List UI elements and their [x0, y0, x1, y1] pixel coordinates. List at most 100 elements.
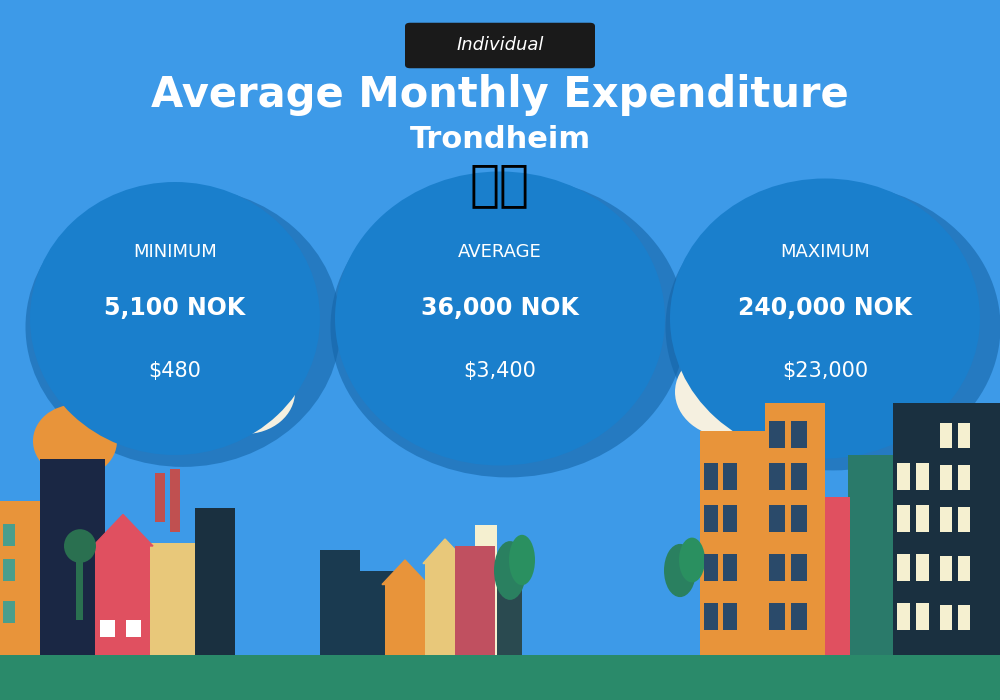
Bar	[935, 402, 1000, 654]
Bar	[95, 546, 150, 654]
Ellipse shape	[675, 346, 785, 438]
Bar	[150, 542, 205, 654]
Text: $3,400: $3,400	[464, 361, 536, 381]
Bar	[40, 458, 105, 654]
Text: Individual: Individual	[456, 36, 544, 55]
Bar	[723, 603, 737, 630]
Bar	[940, 507, 952, 532]
Bar	[791, 554, 807, 581]
Ellipse shape	[145, 354, 255, 444]
Bar	[897, 554, 910, 581]
Bar	[940, 605, 952, 630]
Bar	[0, 654, 1000, 700]
Bar	[916, 505, 929, 532]
Ellipse shape	[509, 535, 535, 585]
Ellipse shape	[330, 176, 686, 477]
Bar	[704, 463, 718, 490]
Text: MAXIMUM: MAXIMUM	[780, 243, 870, 261]
Bar	[195, 508, 235, 654]
Bar	[360, 570, 395, 655]
Text: Trondheim: Trondheim	[409, 125, 591, 155]
Ellipse shape	[670, 178, 980, 458]
Bar	[385, 584, 425, 654]
Text: Average Monthly Expenditure: Average Monthly Expenditure	[151, 74, 849, 116]
Bar	[940, 465, 952, 490]
FancyBboxPatch shape	[405, 22, 595, 69]
Ellipse shape	[690, 326, 820, 430]
Bar	[940, 556, 952, 581]
Bar	[791, 505, 807, 532]
Bar	[897, 505, 910, 532]
Bar	[3, 601, 15, 623]
Text: $23,000: $23,000	[782, 361, 868, 381]
Bar	[769, 603, 785, 630]
Bar	[425, 564, 465, 654]
Ellipse shape	[33, 405, 117, 477]
Bar	[769, 463, 785, 490]
Ellipse shape	[30, 182, 320, 455]
Bar	[791, 463, 807, 490]
Text: $480: $480	[149, 361, 201, 381]
Bar	[769, 421, 785, 448]
Text: AVERAGE: AVERAGE	[458, 243, 542, 261]
Bar	[704, 603, 718, 630]
Bar	[791, 603, 807, 630]
Polygon shape	[423, 539, 468, 564]
Text: 240,000 NOK: 240,000 NOK	[738, 296, 912, 320]
Bar	[769, 554, 785, 581]
Text: 36,000 NOK: 36,000 NOK	[421, 296, 579, 320]
Bar	[3, 524, 15, 546]
Bar	[893, 444, 953, 654]
Bar	[940, 423, 952, 448]
Bar	[155, 473, 165, 522]
Bar	[848, 455, 893, 654]
Bar	[958, 507, 970, 532]
Text: 🇳🇴: 🇳🇴	[470, 162, 530, 209]
Ellipse shape	[494, 541, 526, 600]
Bar	[704, 554, 718, 581]
Polygon shape	[93, 514, 153, 546]
Bar	[958, 465, 970, 490]
Bar	[76, 550, 83, 620]
Bar	[791, 421, 807, 448]
Bar	[769, 505, 785, 532]
Bar	[0, 500, 50, 654]
Bar	[825, 497, 850, 654]
Bar	[723, 463, 737, 490]
Ellipse shape	[679, 538, 705, 582]
Bar	[723, 554, 737, 581]
Ellipse shape	[64, 529, 96, 563]
Bar	[897, 463, 910, 490]
Bar	[765, 402, 825, 654]
Bar	[320, 550, 360, 654]
Bar	[897, 603, 910, 630]
Polygon shape	[382, 560, 428, 584]
Text: MINIMUM: MINIMUM	[133, 243, 217, 261]
Ellipse shape	[664, 544, 696, 597]
Bar	[916, 463, 929, 490]
Text: 5,100 NOK: 5,100 NOK	[104, 296, 246, 320]
Ellipse shape	[160, 326, 290, 430]
Bar	[126, 620, 141, 637]
Bar	[893, 402, 1000, 654]
Bar	[700, 430, 765, 654]
Bar	[958, 605, 970, 630]
Ellipse shape	[666, 183, 1000, 470]
Bar	[916, 554, 929, 581]
Bar	[704, 505, 718, 532]
Bar	[100, 620, 115, 637]
Ellipse shape	[725, 350, 825, 434]
Ellipse shape	[26, 187, 340, 467]
Bar	[958, 556, 970, 581]
Bar	[170, 469, 180, 532]
Ellipse shape	[755, 384, 845, 456]
Bar	[3, 559, 15, 581]
Bar	[497, 564, 522, 654]
Bar	[958, 423, 970, 448]
Ellipse shape	[195, 350, 295, 434]
Ellipse shape	[335, 172, 665, 466]
Bar	[455, 546, 495, 654]
Bar	[475, 525, 497, 654]
Bar	[723, 505, 737, 532]
Bar	[916, 603, 929, 630]
